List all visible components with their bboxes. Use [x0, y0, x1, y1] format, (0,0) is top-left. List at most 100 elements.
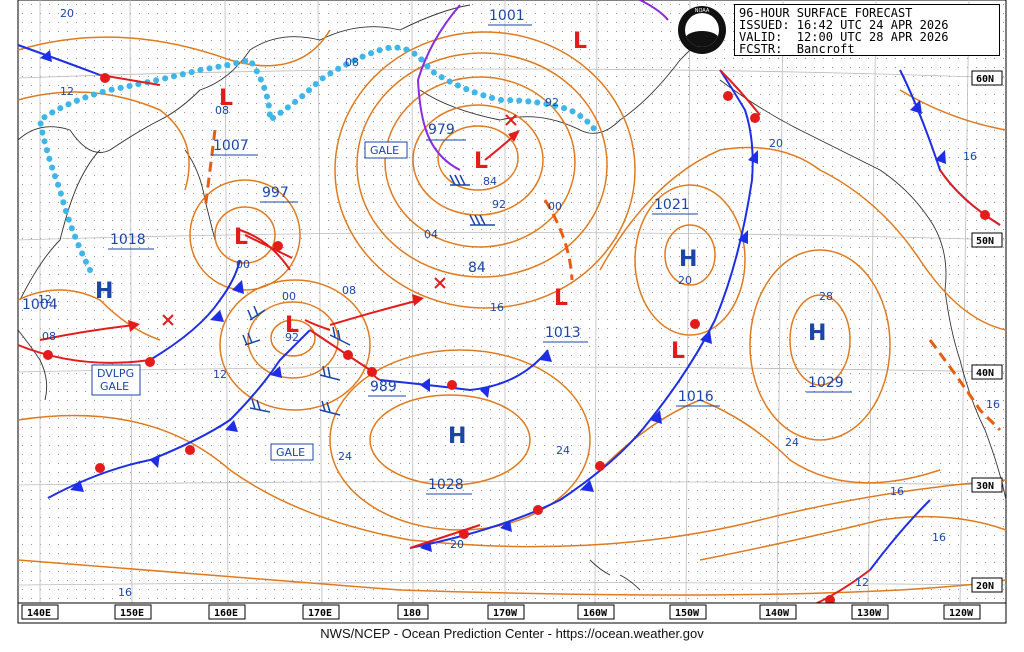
svg-text:84: 84: [468, 260, 486, 276]
svg-text:16: 16: [890, 485, 904, 498]
forecast-info-box: 96-HOUR SURFACE FORECAST ISSUED: 16:42 U…: [734, 4, 1000, 56]
coastlines: [17, 4, 1007, 591]
svg-text:00: 00: [548, 200, 562, 213]
lat-label: 40N: [976, 368, 994, 379]
svg-text:24: 24: [556, 444, 570, 457]
track-arrowheads: [128, 130, 520, 332]
svg-text:08: 08: [342, 284, 356, 297]
svg-text:84: 84: [483, 175, 497, 188]
high-center-marker: H: [448, 424, 466, 449]
lat-label: 20N: [976, 581, 994, 592]
low-center-marker: L: [671, 339, 685, 364]
gale-warning-label: GALE: [370, 144, 399, 157]
future-positions: [162, 114, 517, 326]
high-center-marker: H: [679, 247, 697, 272]
logo-text: NOAA: [694, 8, 710, 14]
high-center-marker: H: [808, 321, 826, 346]
valid-time: VALID: 12:00 UTC 28 APR 2026: [739, 30, 949, 44]
wind-barbs: [242, 174, 495, 416]
lon-label: 170E: [308, 608, 332, 619]
noaa-logo: NOAA: [678, 6, 726, 54]
warning-boxes: GALE GALE DVLPG GALE: [91, 141, 408, 461]
gale-warning-label: GALE: [100, 380, 129, 393]
pressure-value-1007: 1007: [213, 138, 249, 154]
svg-text:12: 12: [60, 85, 74, 98]
lon-label: 160W: [583, 608, 608, 619]
longitude-labels: 140E 150E 160E 170E 180 170W 160W 150W 1…: [21, 604, 981, 620]
svg-text:12: 12: [213, 368, 227, 381]
occluded-fronts: [416, 0, 669, 171]
lat-label: 60N: [976, 74, 994, 85]
svg-text:92: 92: [285, 331, 299, 344]
lon-label: 140E: [27, 608, 51, 619]
pressure-value-979: 979: [428, 122, 455, 138]
low-center-marker: L: [219, 86, 233, 111]
lon-label: 150W: [675, 608, 700, 619]
lon-label: 160E: [214, 608, 238, 619]
svg-text:28: 28: [819, 290, 833, 303]
svg-text:20: 20: [678, 274, 692, 287]
svg-text:20: 20: [60, 7, 74, 20]
svg-text:20: 20: [450, 538, 464, 551]
warm-front-bumps: [43, 73, 990, 605]
svg-text:00: 00: [282, 290, 296, 303]
lat-label: 50N: [976, 236, 994, 247]
svg-text:12: 12: [38, 293, 52, 306]
pressure-value-1013: 1013: [545, 325, 581, 341]
footer-credit: NWS/NCEP - Ocean Prediction Center - htt…: [320, 626, 704, 641]
low-center-marker: L: [234, 225, 248, 250]
low-center-marker: L: [285, 313, 299, 338]
svg-text:04: 04: [424, 228, 438, 241]
high-center-marker: H: [95, 279, 113, 304]
pressure-value-1018: 1018: [110, 232, 146, 248]
developing-gale-label: DVLPG: [97, 367, 134, 380]
svg-text:12: 12: [855, 576, 869, 589]
lon-label: 140W: [765, 608, 790, 619]
ice-edge: [36, 44, 601, 273]
pressure-value-1028: 1028: [428, 477, 464, 493]
svg-text:16: 16: [986, 398, 1000, 411]
pressure-value-1001: 1001: [489, 8, 525, 24]
map-frame: [17, 0, 1007, 604]
issued-time: ISSUED: 16:42 UTC 24 APR 2026: [739, 18, 949, 32]
pressure-value-1029: 1029: [808, 375, 844, 391]
svg-text:20: 20: [769, 137, 783, 150]
svg-text:24: 24: [785, 436, 799, 449]
lat-label: 30N: [976, 481, 994, 492]
lon-label: 130W: [857, 608, 882, 619]
svg-text:08: 08: [345, 56, 359, 69]
pressure-value-997: 997: [262, 185, 289, 201]
pressure-underlines: [108, 24, 852, 495]
pressure-value-1021: 1021: [654, 197, 690, 213]
low-center-marker: L: [474, 149, 488, 174]
svg-text:00: 00: [236, 258, 250, 271]
gale-warning-label: GALE: [276, 446, 305, 459]
pressure-value-1004: 1004: [22, 297, 58, 313]
logo-emblem: [685, 13, 719, 47]
isobar-labels: 20 12 08 08 00 92 84 92 00 04 84 16 08 0…: [38, 7, 1000, 599]
svg-text:16: 16: [932, 531, 946, 544]
pressure-value-1016: 1016: [678, 389, 714, 405]
product-title: 96-HOUR SURFACE FORECAST: [739, 6, 913, 20]
isobars: [17, 29, 1007, 596]
pressure-centers: L 979 L 1001 L 1007 L 997 L 989 L 1013 L…: [22, 8, 844, 493]
cold-front-barbs: [40, 50, 946, 552]
lon-label: 120W: [949, 608, 974, 619]
forecaster: FCSTR: Bancroft: [739, 42, 855, 56]
svg-text:92: 92: [545, 96, 559, 109]
svg-text:16: 16: [490, 301, 504, 314]
lon-label: 170W: [493, 608, 518, 619]
pressure-value-989: 989: [370, 379, 397, 395]
latitude-labels: 60N 50N 40N 30N 20N: [971, 70, 1003, 593]
svg-text:08: 08: [42, 330, 56, 343]
svg-text:92: 92: [492, 198, 506, 211]
low-center-marker: L: [554, 286, 568, 311]
low-center-marker: L: [573, 29, 587, 54]
svg-text:08: 08: [215, 104, 229, 117]
svg-text:24: 24: [338, 450, 352, 463]
troughs: [203, 129, 1002, 432]
svg-text:16: 16: [118, 586, 132, 599]
lat-lon-grid: [17, 0, 1007, 604]
lon-label: 150E: [120, 608, 144, 619]
